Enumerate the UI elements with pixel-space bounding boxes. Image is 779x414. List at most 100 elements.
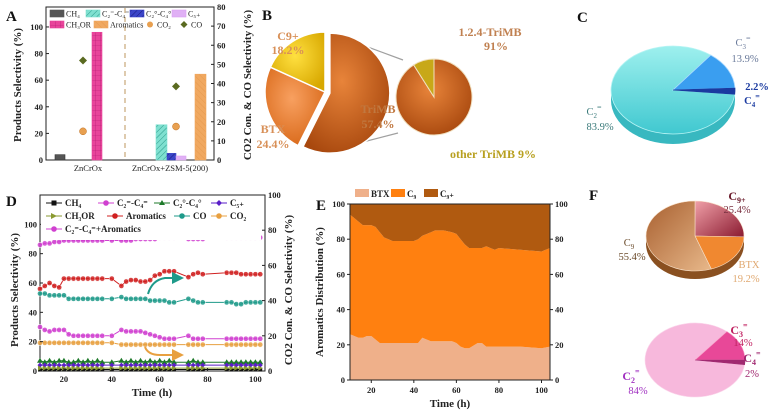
chart-d-point	[195, 299, 201, 306]
chart-c-value: 13.9%	[731, 54, 758, 65]
chart-a-y2tick-label: 80	[217, 2, 226, 12]
chart-d-point	[65, 295, 72, 302]
chart-a-legend-label: C₅₊	[188, 10, 200, 19]
chart-d-point	[46, 292, 53, 299]
chart-d-point	[127, 357, 134, 363]
chart-d-point	[128, 328, 134, 335]
chart-c: C3= 13.9% 2.2% C4= C2= 83.9%	[586, 34, 769, 144]
chart-d-point	[46, 240, 53, 247]
chart-a-category-label: ZnCrOx+ZSM-5(200)	[132, 163, 208, 173]
chart-d-point	[71, 367, 76, 372]
chart-b-label: BTX	[261, 122, 286, 136]
chart-b-sub-label-name: other TriMB	[450, 147, 515, 161]
chart-e-ytick-label: 60	[337, 269, 346, 279]
chart-b-label: C9+	[277, 29, 299, 43]
chart-d-point	[152, 365, 158, 371]
chart-e-area	[350, 334, 550, 380]
chart-d-point	[38, 365, 43, 371]
chart-d-legend-marker	[159, 200, 165, 205]
chart-e-legend-swatch	[355, 189, 369, 197]
chart-c-label: C4=	[744, 92, 760, 109]
chart-d-point	[223, 269, 230, 276]
chart-b-slice	[301, 32, 391, 154]
chart-d-point	[76, 367, 81, 372]
chart-a-y2tick-label: 40	[217, 79, 226, 89]
chart-d-point	[252, 341, 259, 348]
chart-d-point	[123, 295, 130, 302]
chart-a-legend-label: Aromatics	[110, 21, 143, 30]
chart-d-legend-label: CH₄	[65, 198, 82, 208]
chart-d-arrow-co	[147, 272, 184, 295]
chart-d-point	[195, 269, 201, 276]
chart-a-ylabel: Products Selectivity (%)	[12, 28, 24, 142]
chart-e-y2tick-label: 40	[555, 305, 564, 315]
chart-d-point	[228, 299, 235, 306]
chart-d-legend-marker	[112, 213, 118, 219]
chart-e-xtick-label: 60	[452, 385, 461, 395]
chart-d-point	[147, 341, 153, 348]
chart-d-ytick-label: 0	[33, 366, 37, 376]
chart-d-point	[195, 367, 200, 372]
panel-letter-c: C	[577, 10, 588, 26]
chart-d-point	[99, 275, 106, 282]
chart-d-point	[228, 341, 235, 348]
chart-f-value: 55.4%	[618, 252, 645, 263]
chart-b-label: TriMB	[360, 102, 395, 116]
chart-a: 0 20 40 60 80 100 0 10 20 30 40 50 60 70 80 CH₄ C₂⁼-C₄…	[12, 2, 254, 173]
chart-d-point	[190, 357, 197, 363]
chart-d-point	[228, 359, 235, 365]
chart-d-point	[223, 335, 230, 342]
chart-d-point	[185, 332, 192, 339]
chart-d-point	[191, 365, 196, 371]
chart-d-xtick-label: 80	[203, 374, 212, 384]
chart-d-point	[56, 292, 62, 299]
chart-a-ytick-label: 80	[35, 49, 44, 59]
chart-d-point	[81, 365, 86, 371]
chart-d-y2tick-label: 100	[268, 190, 281, 200]
chart-a-bar	[91, 31, 103, 161]
chart-d-point	[100, 367, 105, 372]
chart-d-point	[57, 367, 62, 372]
chart-d-point	[41, 283, 48, 289]
chart-d-point	[243, 335, 249, 342]
chart-d-point	[95, 365, 100, 371]
chart-d-point	[118, 341, 125, 348]
chart-c-slice	[671, 54, 736, 91]
chart-e-ytick-label: 100	[332, 199, 345, 209]
chart-d-point	[75, 332, 82, 339]
chart-d-point	[243, 271, 249, 278]
panel-letter-d: D	[6, 194, 17, 210]
chart-d-point	[65, 275, 72, 282]
chart-a-bar	[194, 73, 207, 161]
chart-d-point	[85, 275, 91, 282]
chart-d-point	[41, 359, 48, 365]
chart-d-point	[89, 339, 96, 346]
chart-d-point	[128, 277, 134, 283]
chart-d-point	[94, 332, 101, 339]
chart-d-point	[123, 328, 130, 335]
chart-a-y2label: CO2 Con. & CO Selectivity (%)	[242, 10, 254, 161]
chart-e-ytick-label: 40	[337, 305, 346, 315]
chart-d-y2tick-label: 40	[268, 296, 277, 306]
chart-d-point	[248, 365, 254, 371]
chart-c-value: 83.9%	[586, 122, 613, 133]
chart-d-point	[132, 341, 139, 348]
chart-d-legend-label: C₂°-C₄°	[173, 198, 202, 208]
chart-d-point	[252, 271, 259, 278]
chart-d-point	[70, 359, 77, 365]
chart-a-legend-swatch	[49, 9, 65, 18]
chart-f-label: C2=	[622, 367, 640, 385]
chart-d-point	[65, 359, 72, 365]
chart-d-point	[234, 365, 239, 371]
chart-d-point	[238, 341, 244, 348]
chart-b-value: 57.4%	[362, 117, 395, 131]
chart-d-point	[152, 272, 158, 279]
chart-d-point	[195, 365, 201, 371]
panel-letter-a: A	[6, 9, 17, 25]
chart-d-point	[94, 339, 101, 346]
chart-d: 0 20 40 60 80 100 0 20 40 60 80 100 20 40 60 80 100 CH…	[9, 190, 295, 399]
chart-d-legend-marker	[103, 200, 109, 206]
chart-a-ytick-label: 0	[39, 155, 43, 165]
chart-d-point	[51, 239, 58, 245]
chart-a-legend-label: C₂⁼-C₄⁼	[102, 10, 129, 19]
